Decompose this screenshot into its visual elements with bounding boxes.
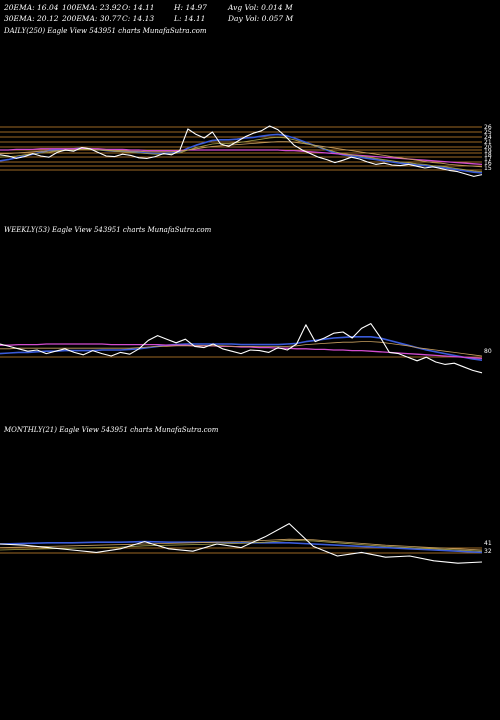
series-line-ema-olive xyxy=(0,137,482,171)
price-axis-label: 32 xyxy=(484,548,492,555)
series-line-price xyxy=(0,126,482,176)
price-axis-label: 41 xyxy=(484,540,492,547)
panel-1: 80 xyxy=(0,324,492,373)
price-axis-label: 80 xyxy=(484,348,492,355)
series-line-ema-blue xyxy=(0,134,482,172)
price-axis-label: 15 xyxy=(484,165,492,172)
